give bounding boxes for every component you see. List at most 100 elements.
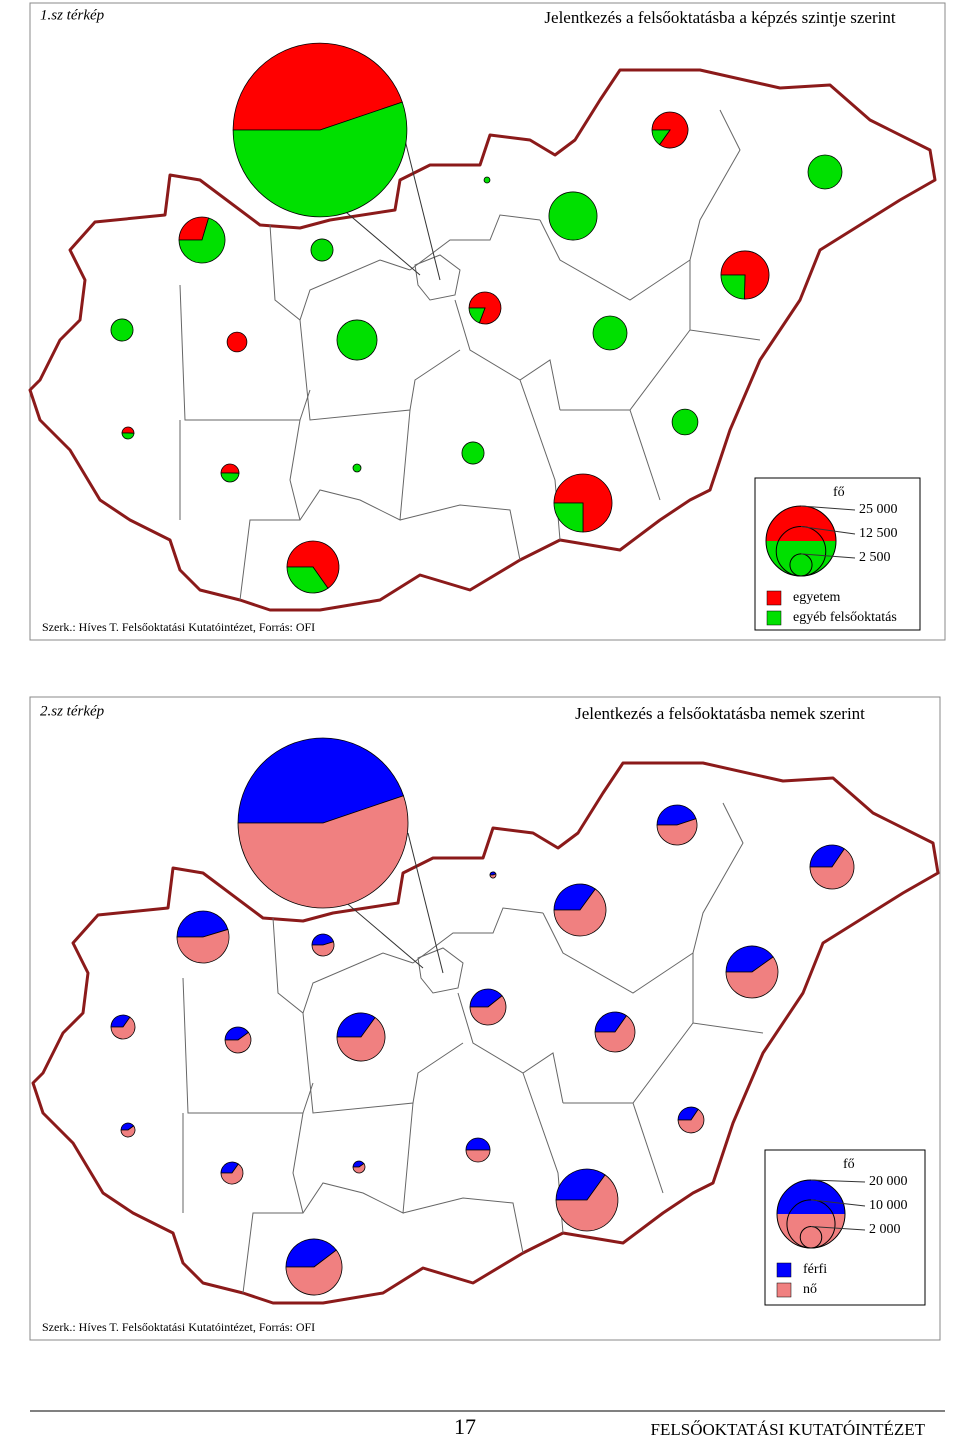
pie-slice <box>286 566 329 594</box>
country-outline <box>28 68 937 612</box>
legend-leader <box>810 1199 866 1207</box>
pie-slice <box>594 1015 636 1053</box>
pie-slice <box>720 274 746 300</box>
legend-item: nő <box>803 1282 817 1297</box>
county-border <box>182 977 314 1114</box>
leader-line <box>407 832 444 974</box>
legend-swatch <box>776 1262 792 1278</box>
pie-slice <box>232 42 403 131</box>
legend-size-label: 20 000 <box>869 1174 908 1189</box>
map: 1.sz térkép Jelentkezés a felsőoktatásba … <box>28 2 946 641</box>
pie-slice <box>489 873 497 879</box>
pie-slice <box>311 933 335 946</box>
legend-unit: fő <box>843 1157 855 1172</box>
county-border <box>289 419 301 521</box>
pie-slice <box>226 331 248 353</box>
pie-slice <box>352 1163 366 1174</box>
pie-slice <box>286 540 340 589</box>
pie-slice <box>285 1249 343 1296</box>
pie-slice <box>224 1031 252 1054</box>
pie-slice <box>465 1149 491 1163</box>
pie-slice <box>725 945 774 973</box>
map-title: Jelentkezés a felsőoktatásba a képzés sz… <box>544 8 895 27</box>
legend-swatch <box>776 1282 792 1298</box>
county-border <box>272 917 414 1014</box>
pie-slice <box>461 441 485 465</box>
pie-slice <box>555 1174 619 1232</box>
publisher: FELSŐOKTATÁSI KUTATÓINTÉZET <box>651 1420 926 1439</box>
pie-slice <box>483 176 491 184</box>
legend-leader <box>810 1179 866 1183</box>
pie-slice <box>469 995 507 1026</box>
capital-outline <box>414 254 461 301</box>
pie-slice <box>720 250 770 300</box>
pie-slice <box>110 318 134 342</box>
pie-slice <box>468 291 502 325</box>
pie-slice <box>120 1125 136 1138</box>
pie-slice <box>121 432 135 440</box>
legend-size-label: 10 000 <box>869 1198 908 1213</box>
pie-slice <box>237 795 409 909</box>
county-border <box>519 379 561 541</box>
pie-slice <box>671 408 699 436</box>
pie-slice <box>651 111 689 149</box>
legend-size-label: 12 500 <box>859 526 898 541</box>
pie-slice <box>809 844 845 868</box>
pie-slice <box>725 956 779 999</box>
pie-slice <box>807 154 843 190</box>
map-title: Jelentkezés a felsőoktatásba nemek szeri… <box>575 704 865 723</box>
county-border <box>179 284 311 421</box>
pie-slice <box>220 1163 244 1185</box>
legend-leader <box>800 505 856 511</box>
pie-slice <box>220 472 240 483</box>
pie-slice <box>237 737 405 824</box>
pie-slice <box>548 191 598 241</box>
pie-slice <box>110 1014 131 1028</box>
county-border <box>269 224 411 321</box>
legend-item: férfi <box>803 1262 827 1277</box>
credit: Szerk.: Híves T. Felsőoktatási Kutatóint… <box>42 620 315 634</box>
legend-swatch <box>766 610 782 626</box>
pie-slice <box>232 101 408 218</box>
pie-slice <box>220 463 240 474</box>
pie-slice <box>677 1108 705 1134</box>
pie-slice <box>110 1016 136 1040</box>
pie-slice <box>809 848 855 890</box>
country-outline <box>31 761 940 1305</box>
legend-fill <box>777 1180 845 1214</box>
pie-slice <box>311 941 335 957</box>
pie-slice <box>594 1011 628 1033</box>
pie-slice <box>651 129 671 146</box>
legend-fill <box>777 1214 845 1248</box>
legend-unit: fő <box>833 485 845 500</box>
pie-slice <box>465 1137 491 1151</box>
pie-slice <box>176 928 230 964</box>
legend-leader <box>800 526 856 535</box>
leader-line <box>404 139 441 281</box>
legend-size-label: 25 000 <box>859 502 898 517</box>
pie-slice <box>553 888 607 937</box>
legend-leader <box>810 1225 866 1231</box>
pie-slice <box>336 1012 376 1038</box>
pie-slice <box>656 804 697 826</box>
pie-slice <box>469 988 503 1008</box>
pie-slice <box>592 315 628 351</box>
county-border <box>632 1102 664 1194</box>
legend-size-label: 2 500 <box>859 550 891 565</box>
credit: Szerk.: Híves T. Felsőoktatási Kutatóint… <box>42 1320 315 1334</box>
pie-slice <box>224 1026 250 1041</box>
pie-slice <box>176 910 229 938</box>
capital-outline <box>417 947 464 994</box>
county-border <box>409 214 541 271</box>
pie-slice <box>656 818 698 846</box>
legend-size-label: 2 000 <box>869 1222 901 1237</box>
legend-item: egyéb felsőoktatás <box>793 610 897 625</box>
county-border <box>560 329 761 411</box>
pie-slice <box>336 1016 386 1062</box>
legend-size-circle <box>789 553 813 577</box>
pie-slice <box>178 217 226 264</box>
county-border <box>563 1022 764 1104</box>
pie-slice <box>677 1106 699 1121</box>
county-border <box>412 907 544 964</box>
